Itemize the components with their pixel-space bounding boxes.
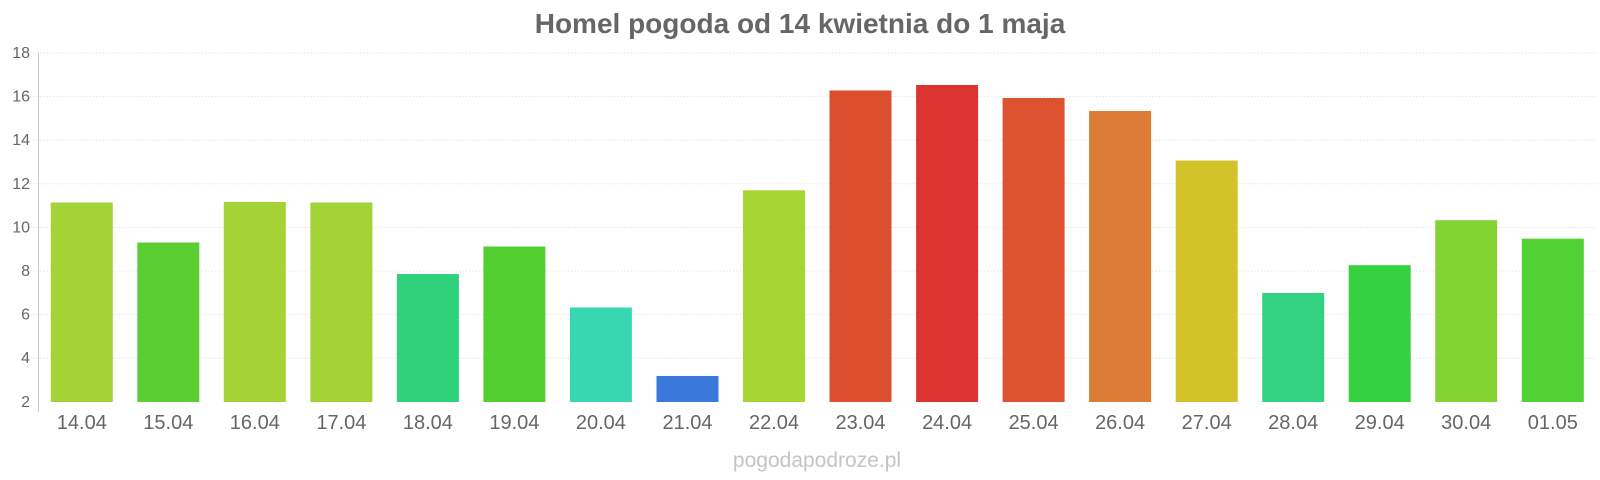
- svg-text:24.04: 24.04: [922, 412, 972, 434]
- svg-text:15.04: 15.04: [143, 412, 193, 434]
- svg-text:01.05: 01.05: [1528, 412, 1578, 434]
- svg-text:14.04: 14.04: [57, 412, 107, 434]
- svg-text:25.04: 25.04: [1009, 412, 1059, 434]
- svg-text:29.04: 29.04: [1355, 412, 1405, 434]
- svg-text:21.04: 21.04: [662, 412, 712, 434]
- svg-text:17.04: 17.04: [316, 412, 366, 434]
- svg-text:23.04: 23.04: [835, 412, 885, 434]
- svg-text:18.04: 18.04: [403, 412, 453, 434]
- svg-text:10: 10: [12, 219, 30, 236]
- svg-text:pogodapodroze.pl: pogodapodroze.pl: [733, 449, 901, 472]
- svg-text:16.04: 16.04: [230, 412, 280, 434]
- svg-text:2: 2: [21, 394, 30, 411]
- svg-text:16: 16: [12, 89, 30, 106]
- svg-text:14: 14: [12, 132, 30, 149]
- svg-text:30.04: 30.04: [1441, 412, 1491, 434]
- svg-text:6: 6: [21, 307, 30, 324]
- svg-text:20.04: 20.04: [576, 412, 626, 434]
- svg-text:19.04: 19.04: [489, 412, 539, 434]
- svg-text:28.04: 28.04: [1268, 412, 1318, 434]
- svg-text:Homel pogoda od 14 kwietnia do: Homel pogoda od 14 kwietnia do 1 maja: [535, 8, 1066, 39]
- svg-text:26.04: 26.04: [1095, 412, 1145, 434]
- svg-text:8: 8: [21, 263, 30, 280]
- svg-text:4: 4: [21, 350, 30, 367]
- svg-text:22.04: 22.04: [749, 412, 799, 434]
- svg-text:12: 12: [12, 176, 30, 193]
- svg-text:27.04: 27.04: [1182, 412, 1232, 434]
- svg-text:18: 18: [12, 45, 30, 62]
